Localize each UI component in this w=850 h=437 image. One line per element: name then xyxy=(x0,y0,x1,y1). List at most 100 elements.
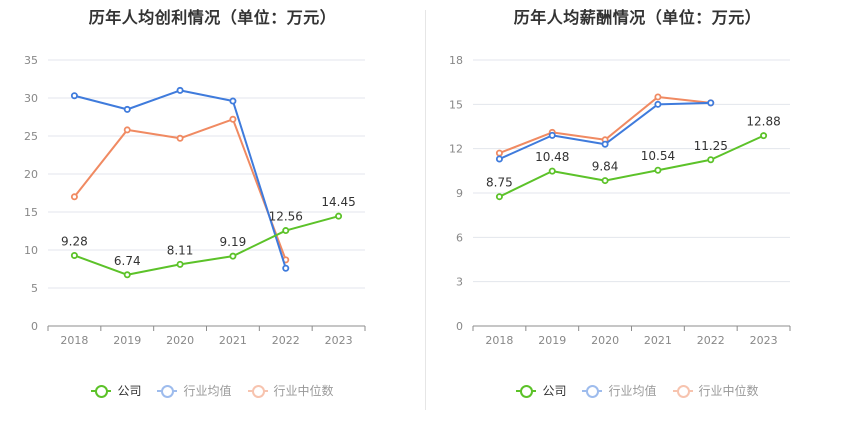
legend-label: 行业中位数 xyxy=(273,384,334,398)
y-tick-label: 15 xyxy=(24,206,38,219)
legend-marker-icon xyxy=(157,384,178,398)
y-tick-label: 9 xyxy=(456,187,463,200)
data-point[interactable] xyxy=(654,166,662,174)
data-label: 9.28 xyxy=(61,234,88,248)
profit-per-capita-panel: 历年人均创利情况（单位：万元） 0 5 10 15 20 25 30 35 2018 2019 20… xyxy=(0,8,425,399)
legend-marker-icon xyxy=(247,384,268,398)
data-point[interactable] xyxy=(282,264,290,272)
x-tick-label: 2019 xyxy=(538,334,566,347)
data-point[interactable] xyxy=(601,140,609,148)
y-tick-label: 25 xyxy=(24,130,38,143)
data-label: 8.75 xyxy=(486,176,513,190)
legend-marker-icon xyxy=(672,384,693,398)
salary-per-capita-panel: 历年人均薪酬情况（单位：万元） 0 3 6 9 12 15 18 2018 2019 2020 20… xyxy=(425,0,850,437)
data-point[interactable] xyxy=(176,86,184,94)
data-label: 14.45 xyxy=(321,195,355,209)
y-tick-label: 18 xyxy=(449,54,463,67)
data-point[interactable] xyxy=(548,131,556,139)
data-point[interactable] xyxy=(70,251,78,259)
x-tick-label: 2020 xyxy=(591,334,619,347)
data-point[interactable] xyxy=(495,155,503,163)
x-tick-label: 2022 xyxy=(697,334,725,347)
y-tick-label: 35 xyxy=(24,54,38,67)
data-point[interactable] xyxy=(707,99,715,107)
series-0: 9.28 6.74 8.11 9.19 12.56 14.45 xyxy=(61,195,356,279)
data-point[interactable] xyxy=(335,212,343,220)
series-2 xyxy=(70,115,290,264)
data-point[interactable] xyxy=(123,105,131,113)
data-point[interactable] xyxy=(229,252,237,260)
data-point[interactable] xyxy=(70,193,78,201)
x-tick-label: 2021 xyxy=(644,334,672,347)
series-1 xyxy=(495,99,715,163)
legend-marker-icon xyxy=(582,384,603,398)
data-label: 8.11 xyxy=(167,243,194,257)
legend-label: 行业均值 xyxy=(183,384,232,398)
data-label: 9.84 xyxy=(592,160,619,174)
series-0: 8.75 10.48 9.84 10.54 11.25 12.88 xyxy=(486,115,781,201)
data-point[interactable] xyxy=(229,97,237,105)
line-chart-plot: 0 5 10 15 20 25 30 35 2018 2019 2020 2021 2022 2023 9.… xyxy=(24,54,366,347)
legend-item[interactable]: 行业均值 xyxy=(157,382,232,399)
series-line xyxy=(499,101,711,160)
data-point[interactable] xyxy=(176,260,184,268)
y-tick-label: 6 xyxy=(456,231,463,244)
legend-item[interactable]: 行业中位数 xyxy=(247,382,334,399)
series-line xyxy=(498,134,764,198)
series-line xyxy=(74,215,339,276)
data-point[interactable] xyxy=(70,92,78,100)
y-tick-label: 3 xyxy=(456,276,463,289)
data-point[interactable] xyxy=(495,193,503,201)
data-point[interactable] xyxy=(229,115,237,123)
chart-legend: 公司 行业均值 行业中位数 xyxy=(425,382,850,399)
data-label: 10.54 xyxy=(641,149,675,163)
legend-item[interactable]: 行业中位数 xyxy=(672,382,759,399)
legend-label: 公司 xyxy=(542,384,567,398)
chart-title: 历年人均薪酬情况（单位：万元） xyxy=(513,8,762,27)
data-label: 6.74 xyxy=(114,254,141,268)
y-tick-label: 0 xyxy=(456,320,463,333)
x-tick-label: 2023 xyxy=(750,334,778,347)
y-tick-label: 30 xyxy=(24,92,38,105)
y-tick-label: 0 xyxy=(31,320,38,333)
series-1 xyxy=(70,86,290,272)
data-label: 12.56 xyxy=(269,210,303,224)
x-tick-label: 2020 xyxy=(166,334,194,347)
legend-item[interactable]: 公司 xyxy=(91,382,141,399)
legend-label: 行业均值 xyxy=(608,384,657,398)
data-label: 10.48 xyxy=(535,150,569,164)
y-tick-label: 15 xyxy=(449,98,463,111)
x-tick-label: 2022 xyxy=(272,334,300,347)
y-tick-label: 10 xyxy=(24,244,38,257)
y-tick-label: 5 xyxy=(31,282,38,295)
data-point[interactable] xyxy=(495,149,503,157)
panel-divider xyxy=(425,10,426,410)
data-point[interactable] xyxy=(176,134,184,142)
legend-item[interactable]: 行业均值 xyxy=(582,382,657,399)
x-tick-label: 2018 xyxy=(60,334,88,347)
data-point[interactable] xyxy=(760,132,768,140)
data-label: 9.19 xyxy=(220,235,247,249)
x-tick-label: 2019 xyxy=(113,334,141,347)
chart-title: 历年人均创利情况（单位：万元） xyxy=(88,8,337,27)
legend-marker-icon xyxy=(516,384,537,398)
data-point[interactable] xyxy=(123,271,131,279)
y-tick-label: 12 xyxy=(449,143,463,156)
y-tick-label: 20 xyxy=(24,168,38,181)
legend-label: 行业中位数 xyxy=(698,384,759,398)
data-point[interactable] xyxy=(654,93,662,101)
x-tick-label: 2023 xyxy=(325,334,353,347)
data-point[interactable] xyxy=(282,227,290,235)
legend-marker-icon xyxy=(91,384,112,398)
data-point[interactable] xyxy=(707,156,715,164)
legend-label: 公司 xyxy=(117,384,142,398)
series-line xyxy=(74,89,287,269)
chart-legend: 公司 行业均值 行业中位数 xyxy=(0,382,425,399)
data-point[interactable] xyxy=(548,167,556,175)
x-tick-label: 2021 xyxy=(219,334,247,347)
data-point[interactable] xyxy=(123,126,131,134)
legend-item[interactable]: 公司 xyxy=(516,382,566,399)
data-point[interactable] xyxy=(601,177,609,185)
data-point[interactable] xyxy=(654,100,662,108)
